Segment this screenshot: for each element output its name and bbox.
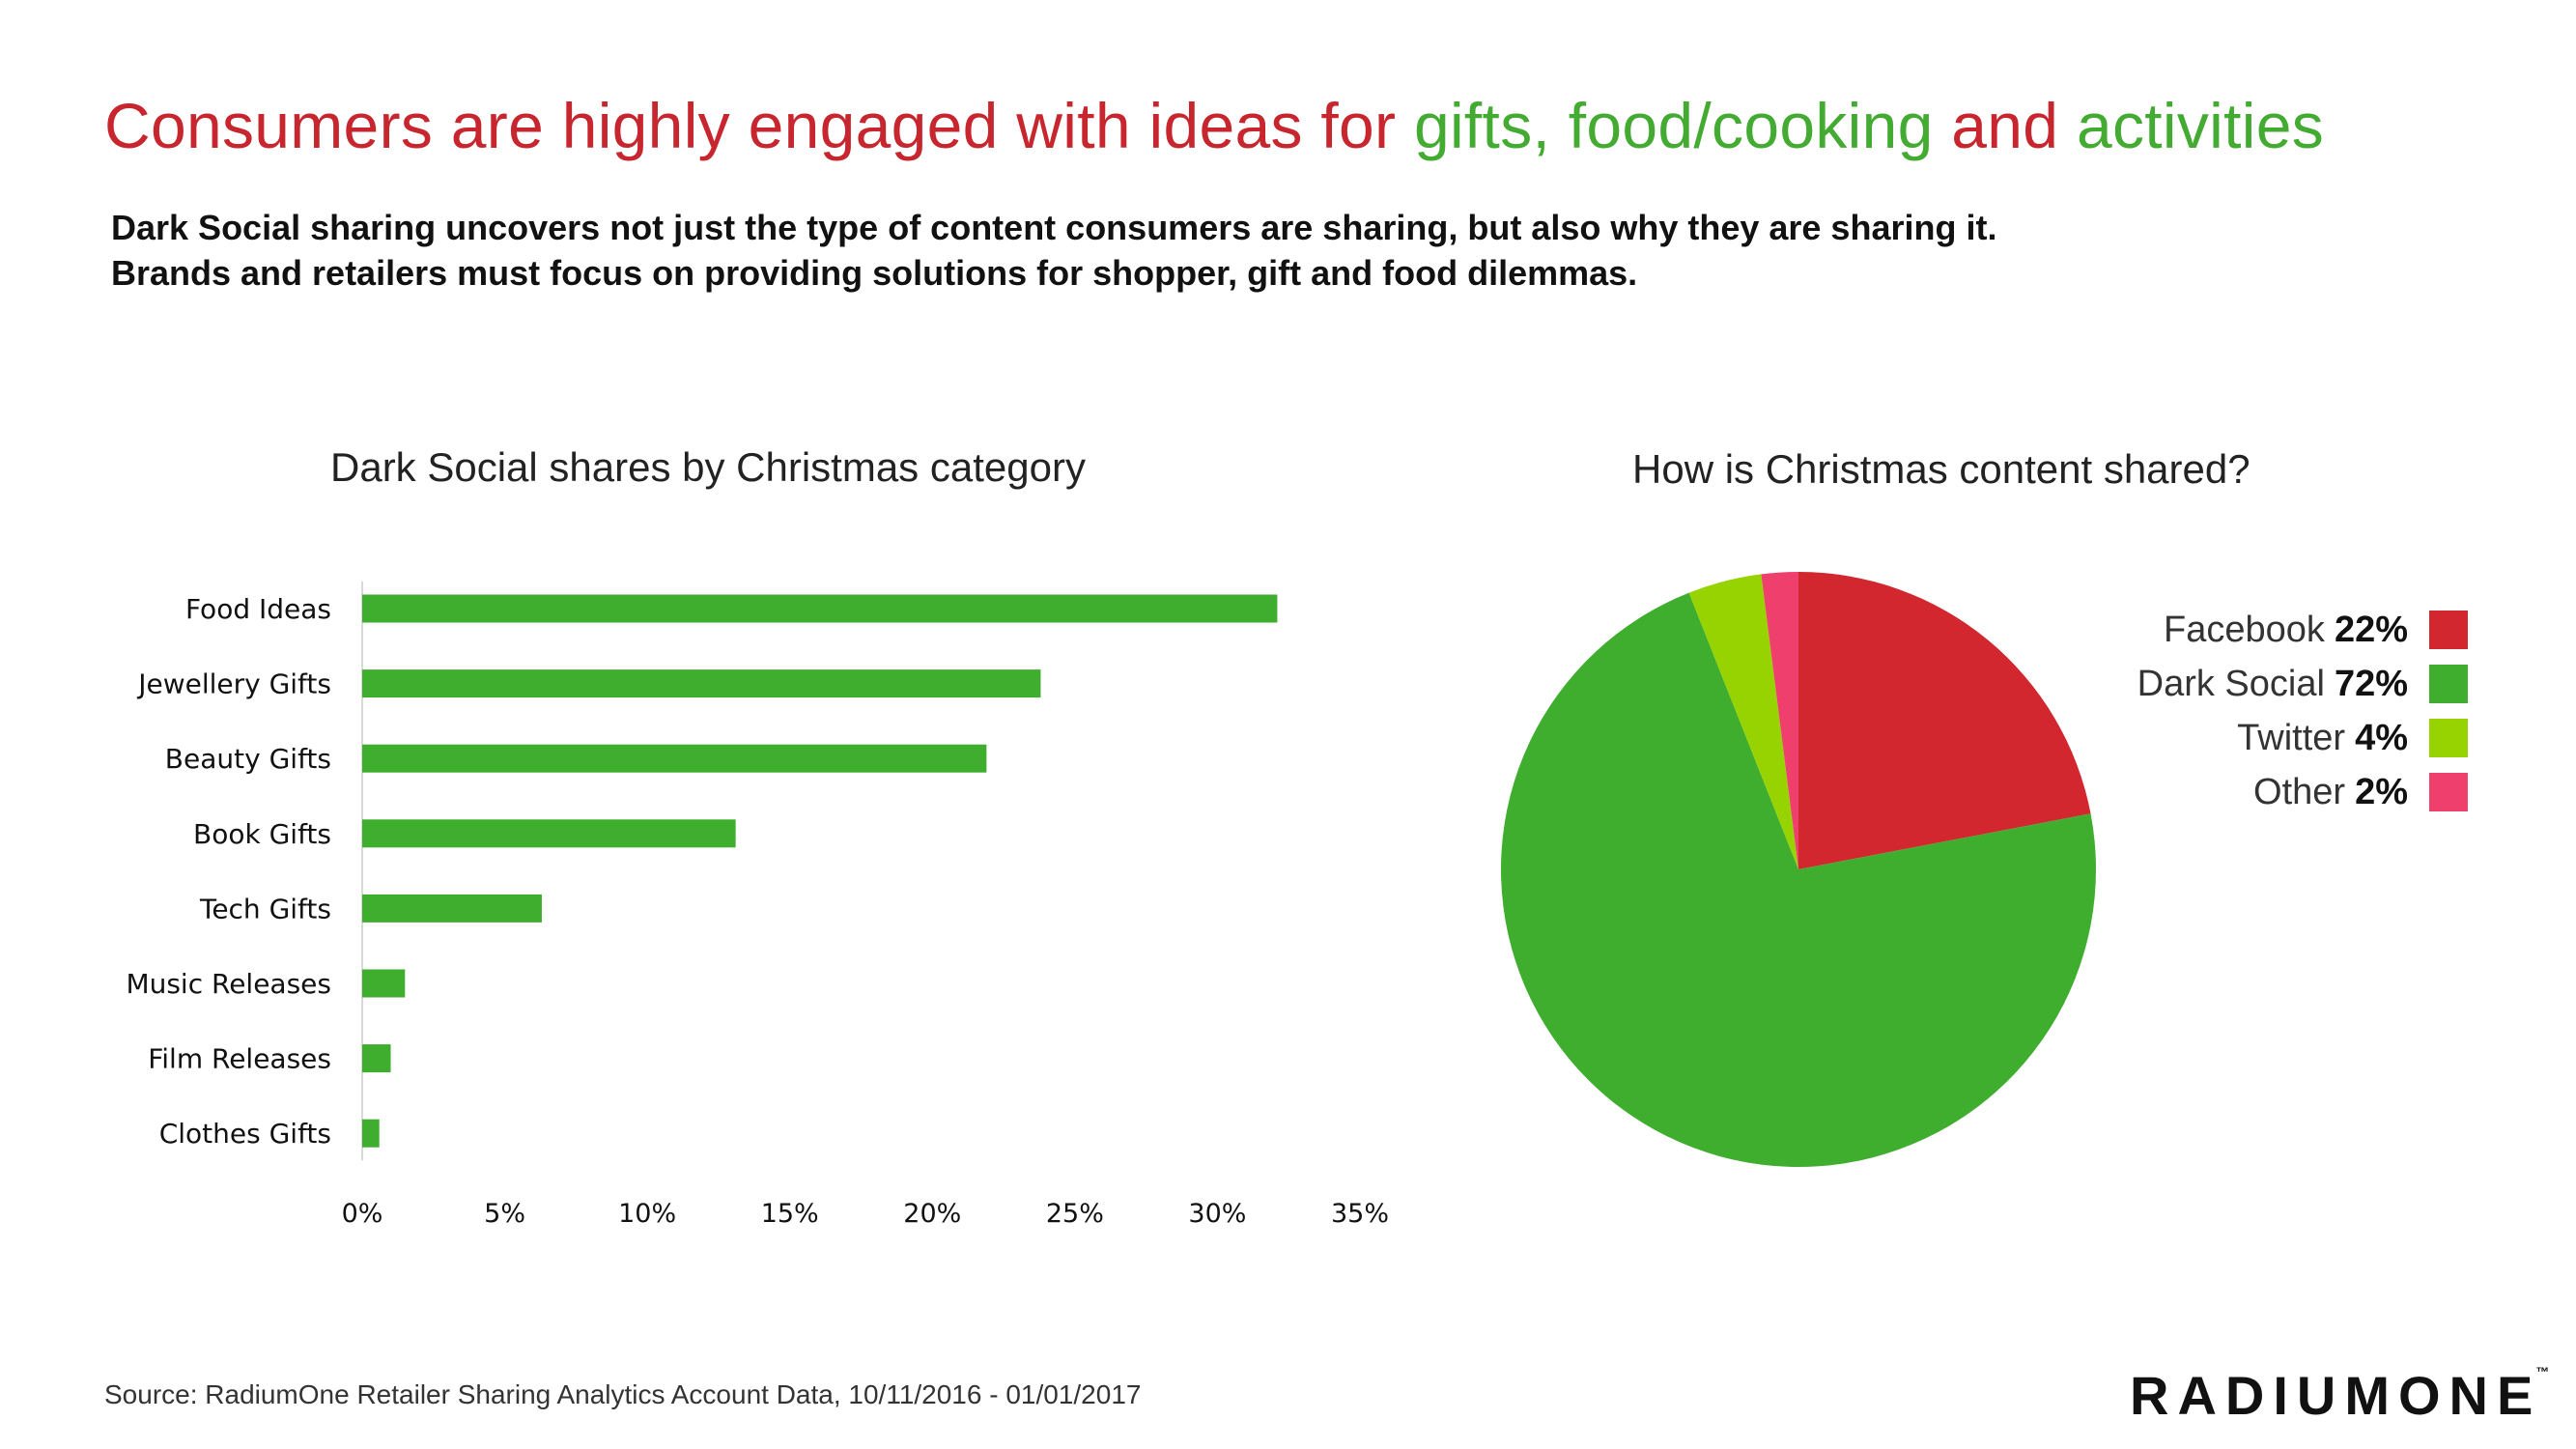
source-note: Source: RadiumOne Retailer Sharing Analy… <box>104 1379 1142 1409</box>
pie-slice <box>1761 572 1798 869</box>
subtitle-line-1: Dark Social sharing uncovers not just th… <box>111 208 1997 247</box>
pie-slice <box>1688 574 1798 869</box>
brand-logo: RADIUMONE™ <box>2130 1364 2549 1427</box>
bar-category-label: Jewellery Gifts <box>136 668 331 700</box>
headline-part-4: activities <box>2076 90 2325 161</box>
x-tick-label: 10% <box>618 1199 676 1229</box>
pie-chart <box>1500 572 2096 1167</box>
legend-item: Facebook 22% <box>2164 609 2468 651</box>
logo-text: RADIUMONE <box>2130 1365 2542 1426</box>
bar <box>362 744 987 773</box>
bar <box>362 1044 391 1073</box>
legend-swatch <box>2429 773 2468 811</box>
legend-swatch <box>2429 611 2468 649</box>
bar-chart: Food Ideas Jewellery Gifts Beauty Gifts Boo… <box>126 582 1389 1229</box>
legend-swatch <box>2429 665 2468 703</box>
headline-part-1: Consumers are highly engaged with ideas … <box>104 90 1414 161</box>
bar-category-label: Clothes Gifts <box>159 1118 331 1150</box>
bar-category-label: Music Releases <box>126 968 331 1000</box>
bar-category-label: Beauty Gifts <box>165 743 331 775</box>
x-tick-label: 30% <box>1188 1199 1246 1229</box>
x-tick-label: 15% <box>761 1199 819 1229</box>
bar-category-label: Book Gifts <box>193 818 331 850</box>
subtitle-line-2: Brands and retailers must focus on provi… <box>111 253 1638 293</box>
legend-label: Facebook <box>2164 609 2325 650</box>
legend-label: Other <box>2253 771 2346 812</box>
legend-item: Other 2% <box>2253 771 2468 813</box>
legend-swatch <box>2429 719 2468 757</box>
headline: Consumers are highly engaged with ideas … <box>104 89 2324 162</box>
bar <box>362 894 542 923</box>
legend-percent: 2% <box>2355 771 2408 812</box>
bar-category-label: Food Ideas <box>185 593 331 625</box>
subtitle: Dark Social sharing uncovers not just th… <box>111 205 2477 296</box>
trademark-mark: ™ <box>2535 1364 2550 1379</box>
pie-slice <box>1798 572 2091 869</box>
x-tick-label: 0% <box>342 1199 383 1229</box>
legend-label: Twitter <box>2237 717 2346 758</box>
bar-category-label: Tech Gifts <box>199 893 331 924</box>
x-tick-label: 5% <box>484 1199 525 1229</box>
bar <box>362 1119 380 1148</box>
bar-chart-title: Dark Social shares by Christmas category <box>330 444 1086 490</box>
pie-slice <box>1500 592 2096 1167</box>
legend-percent: 4% <box>2355 717 2408 758</box>
x-tick-label: 20% <box>903 1199 961 1229</box>
x-tick-label: 35% <box>1331 1199 1389 1229</box>
legend-percent: 72% <box>2334 663 2408 704</box>
bar <box>362 594 1278 623</box>
x-tick-label: 25% <box>1046 1199 1104 1229</box>
headline-part-2: gifts, food/cooking <box>1413 90 1934 161</box>
legend-item: Twitter 4% <box>2237 717 2468 759</box>
pie-chart-title: How is Christmas content shared? <box>1632 446 2250 492</box>
headline-part-3: and <box>1933 90 2077 161</box>
legend-percent: 22% <box>2334 609 2408 650</box>
bar-category-label: Film Releases <box>148 1043 331 1075</box>
bar <box>362 669 1041 698</box>
legend-label: Dark Social <box>2137 663 2325 704</box>
bar <box>362 969 406 998</box>
bar <box>362 819 736 848</box>
legend-item: Dark Social 72% <box>2137 663 2468 705</box>
